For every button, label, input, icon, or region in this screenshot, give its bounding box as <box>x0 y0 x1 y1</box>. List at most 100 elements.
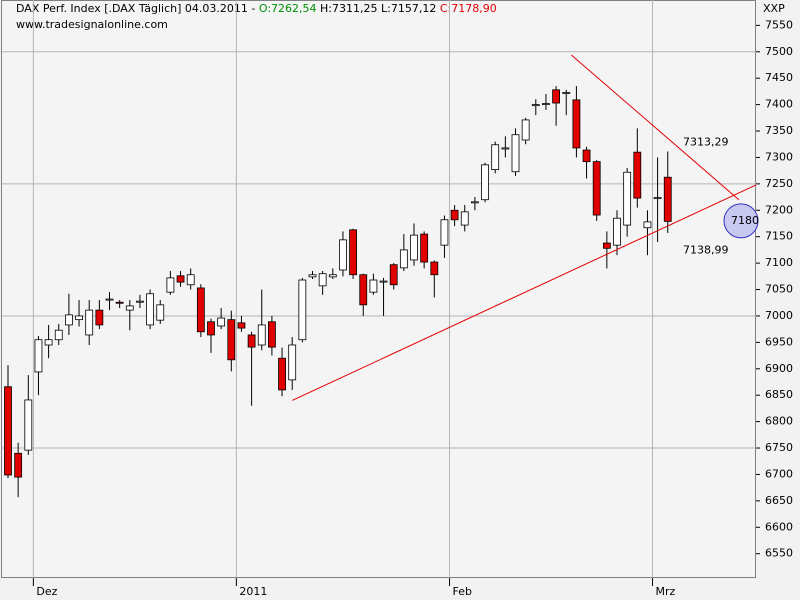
y-tick-label: 7150 <box>765 230 793 243</box>
plot-area <box>1 0 756 578</box>
candle-body <box>65 314 73 326</box>
candle-body <box>572 99 581 149</box>
candle-body <box>278 357 286 391</box>
candle-body <box>663 176 672 222</box>
y-tick-label: 7300 <box>765 150 793 163</box>
header-high-low: H:7311,25 L:7157,12 <box>320 2 436 15</box>
price-marker-label: 7180 <box>731 214 759 227</box>
y-tick-label: 6900 <box>765 362 793 375</box>
candle-body <box>470 201 479 204</box>
candle-body <box>653 197 662 200</box>
candle-body <box>146 293 155 326</box>
candle-body <box>257 324 266 346</box>
y-axis-label: XXP <box>763 2 785 15</box>
candle-body <box>227 319 236 361</box>
candle-body <box>582 149 591 163</box>
header-open: O:7262,54 <box>259 2 317 15</box>
candle-body <box>430 261 439 276</box>
candle-body <box>643 221 652 229</box>
candle-body <box>24 399 33 451</box>
y-tick-label: 7050 <box>765 283 793 296</box>
y-tick-label: 7200 <box>765 203 793 216</box>
candle-body <box>247 334 256 348</box>
candle-body <box>491 144 500 170</box>
y-tick-label: 6650 <box>765 494 793 507</box>
candle-body <box>349 229 358 276</box>
candle-body <box>613 217 621 246</box>
candle-body <box>166 277 175 293</box>
annotations: 7313,29 7138,99 7180 <box>291 54 759 401</box>
marks <box>4 86 672 498</box>
level-label: 7138,99 <box>683 244 729 257</box>
candle-body <box>267 321 276 348</box>
candle-body <box>420 233 429 263</box>
candle-body <box>602 242 611 249</box>
candle-body <box>318 273 327 287</box>
x-tick-label: Mrz <box>656 585 676 598</box>
candle-body <box>592 161 601 216</box>
subtitle: www.tradesignalonline.com <box>16 18 168 31</box>
candle-body <box>125 305 134 311</box>
candle-body <box>136 300 144 303</box>
candle-body <box>176 275 185 283</box>
y-tick-label: 7100 <box>765 256 793 269</box>
candle-body <box>115 301 124 304</box>
candle-body <box>369 279 378 293</box>
y-tick-label: 7350 <box>765 124 793 137</box>
title: DAX Perf. Index [.DAX Täglich] 04.03.201… <box>16 2 255 15</box>
y-tick-label: 6850 <box>765 388 793 401</box>
candle-body <box>481 164 489 201</box>
y-tick-label: 6800 <box>765 415 793 428</box>
candle-body <box>217 317 226 327</box>
candle-body <box>207 321 215 336</box>
y-tick-label: 7500 <box>765 45 793 58</box>
candle-body <box>562 92 571 94</box>
candle-body <box>54 329 63 341</box>
x-tick-label: Dez <box>36 585 57 598</box>
candle-body <box>339 239 347 271</box>
candle-body <box>623 171 632 226</box>
y-tick-label: 6550 <box>765 547 793 560</box>
candle-body <box>328 274 337 278</box>
chart-title: DAX Perf. Index [.DAX Täglich] 04.03.201… <box>16 2 497 15</box>
level-label: 7313,29 <box>683 135 729 148</box>
candle-body <box>389 264 398 286</box>
y-tick-label: 7400 <box>765 98 793 111</box>
candle-body <box>359 274 368 306</box>
candle-body <box>531 104 540 107</box>
candle-body <box>501 147 510 150</box>
candle-body <box>552 89 560 104</box>
candle-body <box>105 298 114 301</box>
x-tick-label: Feb <box>453 585 472 598</box>
candle-body <box>4 386 12 476</box>
candle-body <box>75 315 83 321</box>
y-tick-label: 7250 <box>765 177 793 190</box>
header-close: C:7178,90 <box>440 2 497 15</box>
candle-body <box>379 280 388 283</box>
y-tick-label: 6750 <box>765 441 793 454</box>
candle-body <box>34 339 43 373</box>
price-marker <box>723 203 759 239</box>
y-tick-label: 7550 <box>765 18 793 31</box>
candle-body <box>95 309 104 326</box>
y-tick-label: 6700 <box>765 467 793 480</box>
candle-body <box>521 119 530 141</box>
candle-body <box>44 339 53 346</box>
trendline <box>291 184 757 401</box>
y-tick-label: 7450 <box>765 71 793 84</box>
candle-body <box>85 309 94 336</box>
candle-body <box>196 287 205 333</box>
candle-body <box>511 134 520 173</box>
candle-body <box>399 249 408 269</box>
trendline <box>570 54 740 201</box>
candle-body <box>156 304 165 321</box>
candle-body <box>542 103 550 106</box>
candle-body <box>410 234 418 261</box>
candle-body <box>440 219 449 246</box>
candle-body <box>186 274 195 286</box>
x-tick-label: 2011 <box>239 585 267 598</box>
candle-body <box>308 274 317 278</box>
candle-body <box>298 279 307 341</box>
candle-body <box>288 344 297 381</box>
